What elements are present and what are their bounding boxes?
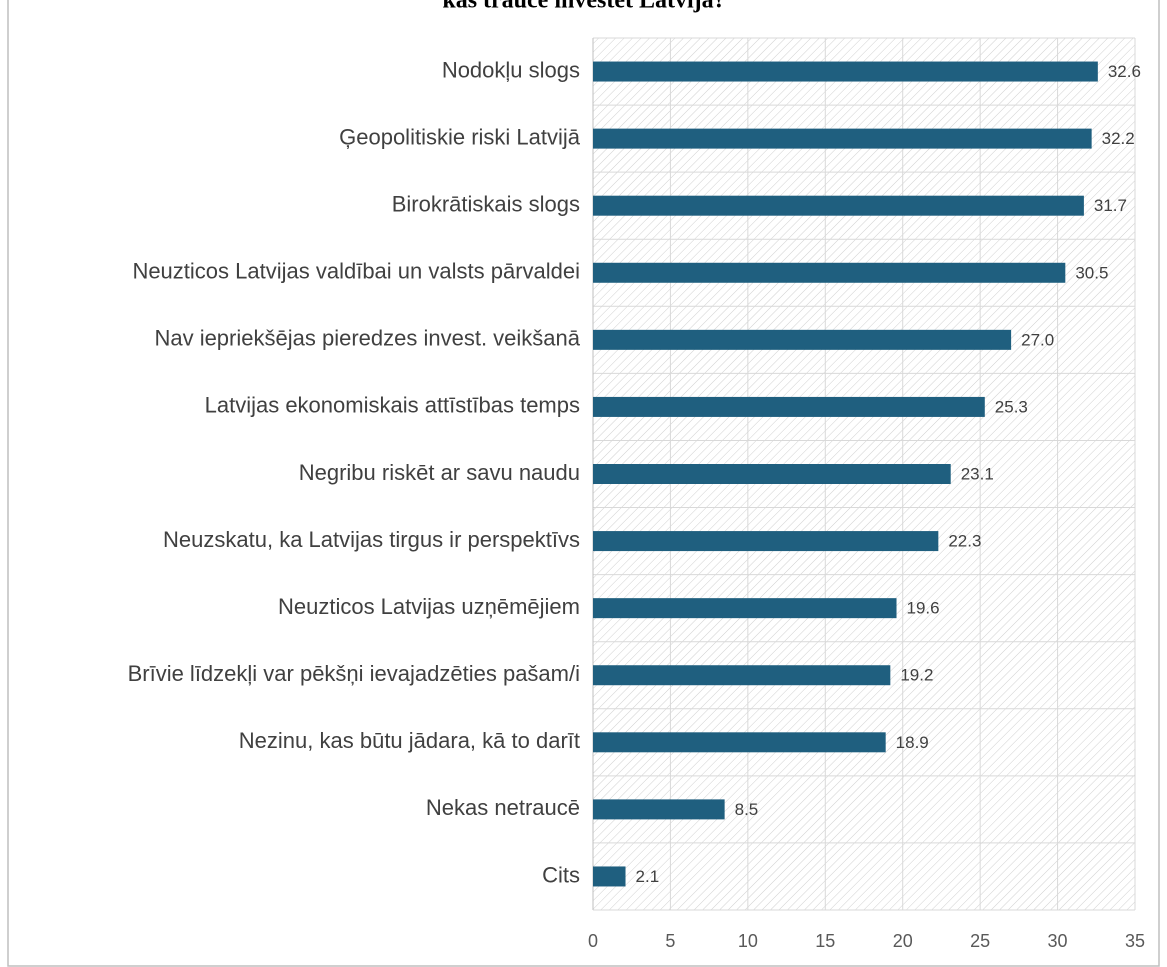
- bar: [593, 128, 1092, 149]
- bar: [593, 195, 1084, 216]
- y-tick-label: Negribu riskēt ar savu naudu: [299, 460, 580, 485]
- y-tick-label: Nav iepriekšējas pieredzes invest. veikš…: [154, 326, 580, 351]
- y-tick-label: Nodokļu slogs: [442, 57, 580, 82]
- y-tick-label: Cits: [542, 862, 580, 887]
- data-label: 19.2: [900, 666, 933, 685]
- bar: [593, 262, 1066, 283]
- data-label: 23.1: [961, 464, 994, 483]
- x-tick-label: 0: [588, 931, 598, 951]
- x-tick-label: 5: [665, 931, 675, 951]
- x-tick-label: 25: [970, 931, 990, 951]
- bar: [593, 61, 1098, 82]
- y-tick-label: Neuzticos Latvijas uzņēmējiem: [278, 594, 580, 619]
- data-label: 31.7: [1094, 196, 1127, 215]
- x-tick-label: 35: [1125, 931, 1145, 951]
- y-tick-label: Ģeopolitiskie riski Latvijā: [339, 124, 581, 149]
- bar: [593, 464, 951, 484]
- data-label: 25.3: [995, 397, 1028, 416]
- data-label: 19.6: [907, 599, 940, 618]
- data-label: 30.5: [1075, 263, 1108, 282]
- bar: [593, 665, 891, 686]
- x-tick-label: 30: [1048, 931, 1068, 951]
- data-label: 32.2: [1102, 129, 1135, 148]
- bar: [593, 329, 1012, 350]
- chart-title: kas traucē investēt Latvijā?: [442, 0, 725, 14]
- x-tick-label: 20: [893, 931, 913, 951]
- y-tick-label: Nekas netraucē: [426, 795, 580, 820]
- bar: [593, 866, 626, 887]
- y-tick-label: Latvijas ekonomiskais attīstības temps: [205, 393, 580, 418]
- data-label: 32.6: [1108, 62, 1141, 81]
- y-tick-label: Brīvie līdzekļi var pēkšņi ievajadzēties…: [128, 661, 580, 686]
- data-label: 18.9: [896, 733, 929, 752]
- bar: [593, 598, 897, 619]
- bar: [593, 396, 985, 417]
- bar: [593, 799, 725, 820]
- data-label: 27.0: [1021, 330, 1054, 349]
- y-tick-label: Birokrātiskais slogs: [392, 192, 580, 217]
- x-tick-label: 15: [815, 931, 835, 951]
- bar: [593, 531, 939, 552]
- bar: [593, 732, 886, 753]
- y-tick-label: Nezinu, kas būtu jādara, kā to darīt: [239, 728, 580, 753]
- data-label: 8.5: [735, 800, 759, 819]
- chart-border: [7, 0, 1160, 967]
- x-tick-label: 10: [738, 931, 758, 951]
- y-tick-label: Neuzticos Latvijas valdībai un valsts pā…: [132, 259, 580, 284]
- data-label: 2.1: [636, 867, 660, 886]
- y-tick-label: Neuzskatu, ka Latvijas tirgus ir perspek…: [163, 527, 580, 552]
- data-label: 22.3: [948, 532, 981, 551]
